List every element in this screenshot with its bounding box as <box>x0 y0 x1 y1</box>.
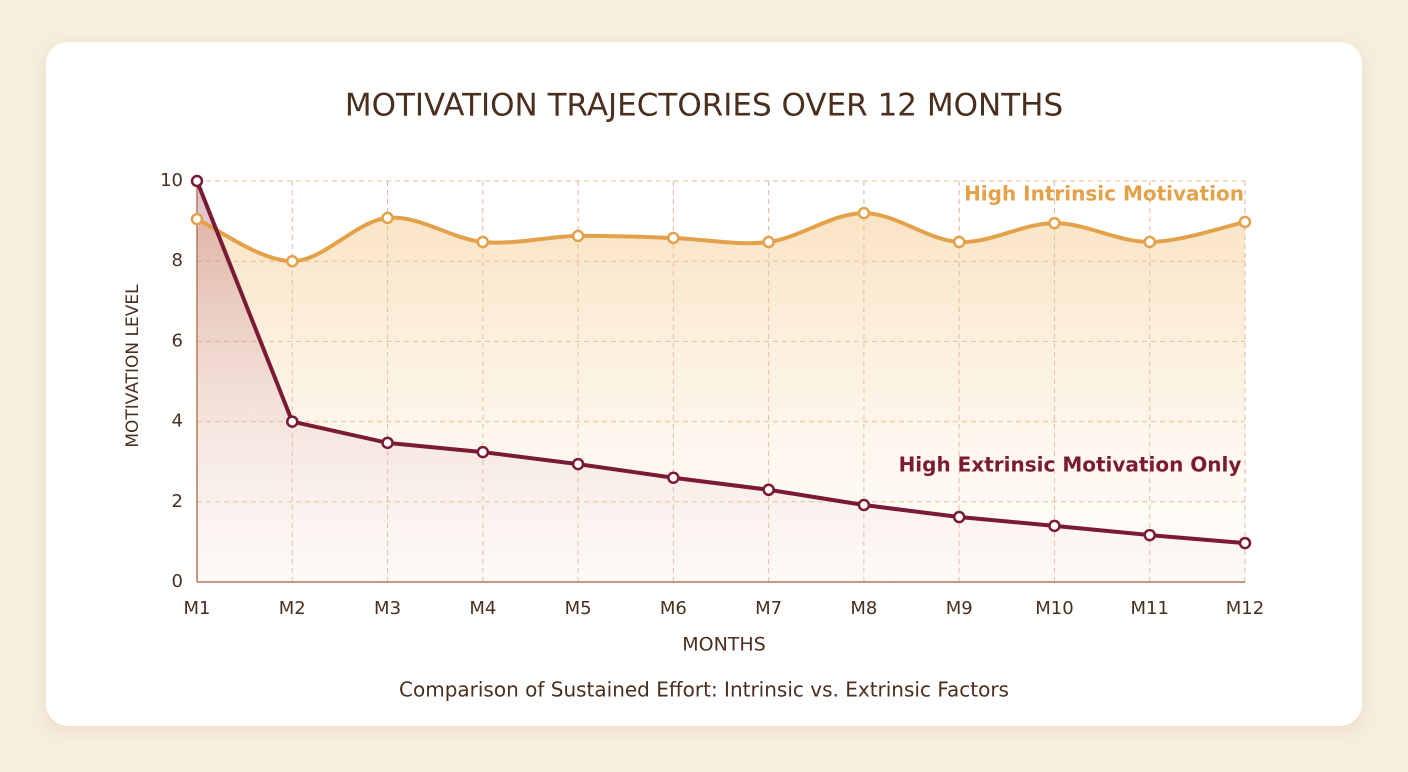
point <box>857 206 871 220</box>
point <box>952 510 966 524</box>
y-tick-label: 6 <box>172 330 183 351</box>
x-tick-label: M12 <box>1226 598 1264 619</box>
point <box>571 457 585 471</box>
x-tick-label: M3 <box>374 598 401 619</box>
caption: Comparison of Sustained Effort: Intrinsi… <box>399 678 1009 702</box>
y-tick-label: 4 <box>172 411 183 432</box>
x-tick-label: M6 <box>660 598 687 619</box>
x-tick-label: M11 <box>1131 598 1169 619</box>
x-tick-label: M5 <box>565 598 592 619</box>
point <box>762 235 775 249</box>
x-tick-label: M8 <box>850 598 877 619</box>
x-tick-label: M10 <box>1035 598 1073 619</box>
x-tick-label: M7 <box>755 598 782 619</box>
point <box>1238 536 1252 550</box>
point <box>762 483 775 497</box>
point <box>1143 235 1156 249</box>
series-line <box>196 211 1246 264</box>
series-label: High Intrinsic Motivation <box>964 182 1244 206</box>
point <box>476 235 490 249</box>
x-tick-label: M2 <box>279 598 306 619</box>
point <box>476 445 490 459</box>
y-axis-label: MOTIVATION LEVEL <box>123 284 143 448</box>
x-axis-label: MONTHS <box>682 634 766 656</box>
point <box>1238 215 1252 229</box>
y-tick-label: 0 <box>172 571 183 592</box>
y-tick-label: 8 <box>172 250 183 271</box>
point <box>667 471 680 484</box>
chart-title: MOTIVATION TRAJECTORIES OVER 12 MONTHS <box>345 88 1063 124</box>
point <box>381 211 394 225</box>
point <box>286 415 299 428</box>
point <box>952 235 966 249</box>
series-line <box>195 180 1246 546</box>
y-tick-label: 2 <box>172 491 183 512</box>
point <box>857 498 871 512</box>
x-tick-label: M1 <box>184 598 211 619</box>
point <box>571 229 585 243</box>
point <box>381 436 394 450</box>
y-tick-label: 10 <box>160 170 183 191</box>
series-label: High Extrinsic Motivation Only <box>899 453 1242 477</box>
point <box>1048 216 1061 230</box>
point <box>190 174 204 188</box>
point <box>1143 528 1156 542</box>
area <box>197 181 1245 582</box>
point <box>190 212 204 226</box>
point <box>286 254 299 268</box>
x-tick-label: M9 <box>946 598 973 619</box>
point <box>667 231 680 245</box>
point <box>1048 519 1061 533</box>
x-tick-label: M4 <box>469 598 496 619</box>
